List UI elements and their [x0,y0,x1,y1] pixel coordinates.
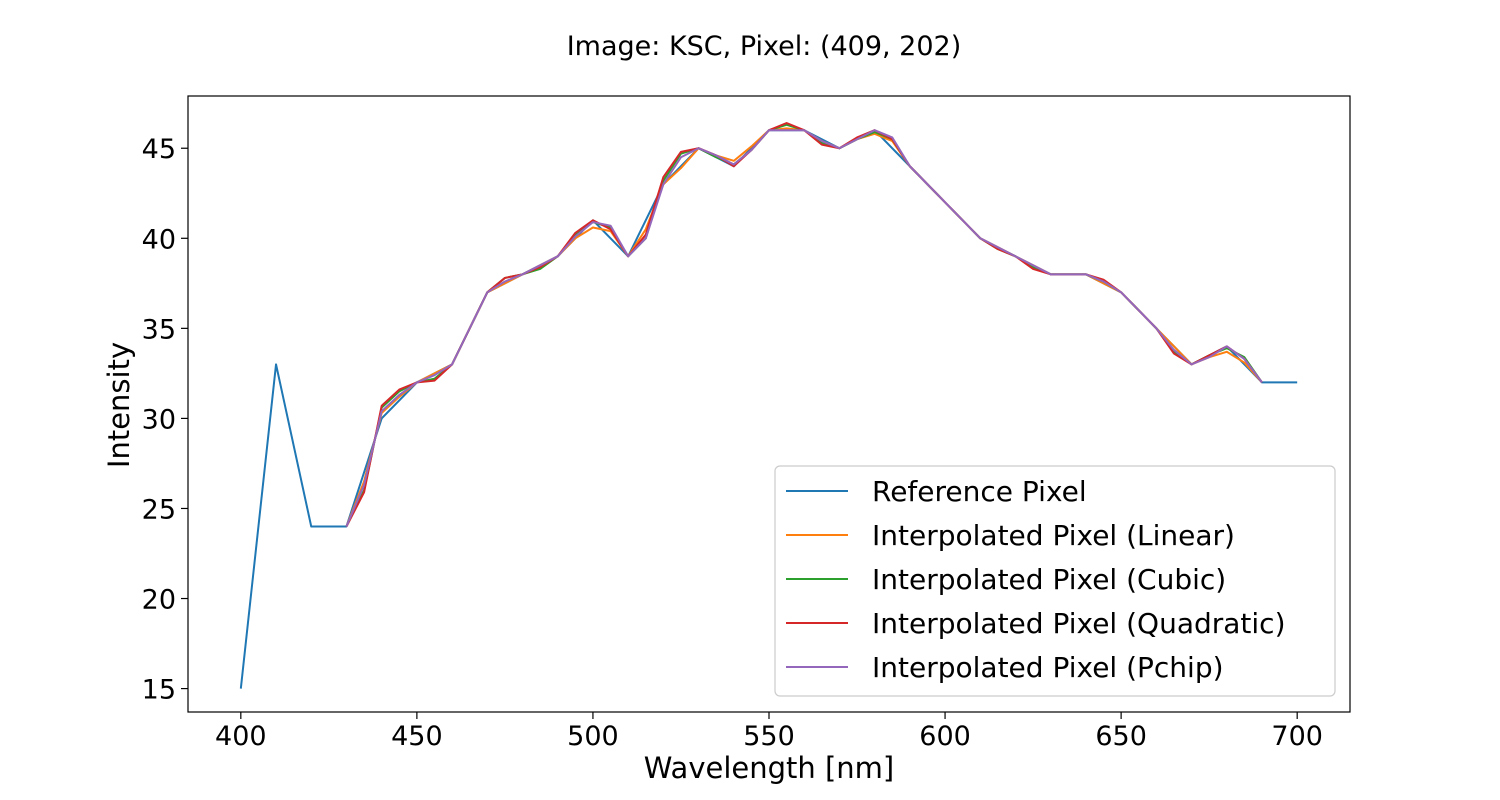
y-axis-label: Intensity [102,342,136,468]
x-tick-label: 500 [567,721,619,752]
legend: Reference Pixel Interpolated Pixel (Linea… [774,465,1336,697]
x-axis-label: Wavelength [nm] [644,751,895,785]
y-tick-label: 15 [142,675,176,706]
y-tick-label: 30 [142,404,176,435]
y-tick-label: 25 [142,494,176,525]
plot-area [239,122,1298,689]
x-tick-label: 700 [1271,721,1323,752]
y-axis: 15 20 25 30 35 40 45 [142,134,188,706]
x-tick-label: 450 [391,721,443,752]
chart-title: Image: KSC, Pixel: (409, 202) [567,31,962,62]
x-tick-label: 600 [919,721,971,752]
legend-entry-3: Interpolated Pixel (Quadratic) [872,607,1286,640]
legend-entry-2: Interpolated Pixel (Cubic) [872,563,1226,596]
legend-entry-1: Interpolated Pixel (Linear) [872,519,1235,552]
y-tick-label: 40 [142,224,176,255]
y-tick-label: 20 [142,585,176,616]
y-tick-label: 45 [142,134,176,165]
y-tick-label: 35 [142,314,176,345]
legend-entry-4: Interpolated Pixel (Pchip) [872,651,1224,684]
series-line-4 [345,129,1263,527]
x-tick-label: 400 [215,721,267,752]
legend-entry-0: Reference Pixel [872,475,1087,508]
legend-box [774,465,1336,697]
x-tick-label: 650 [1095,721,1147,752]
x-tick-label: 550 [743,721,795,752]
x-axis: 400 450 500 550 600 650 700 [215,712,1323,752]
